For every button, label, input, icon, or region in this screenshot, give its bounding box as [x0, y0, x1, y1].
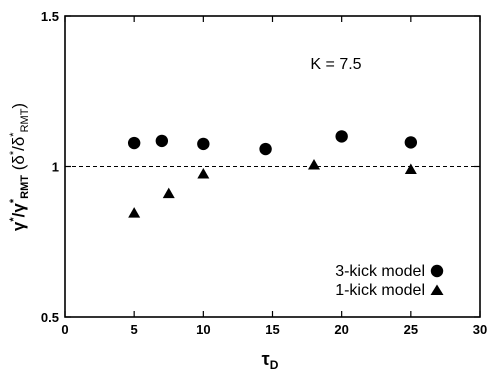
x-tick-label: 15	[265, 322, 279, 337]
ticks-layer: 0 5 10 15 20 25 30 0.5 1 1.5	[41, 9, 487, 337]
legend-label-1-kick: 1-kick model	[335, 282, 425, 299]
point-1-kick-3	[308, 158, 320, 170]
legend-label-3-kick: 3-kick model	[335, 263, 425, 280]
point-3-kick-1	[155, 134, 169, 148]
annotation-k: K = 7.5	[310, 56, 361, 73]
legend-marker-triangle	[430, 284, 444, 295]
y-label-paren-open: (	[9, 164, 28, 175]
y-label-gamma: γ	[9, 221, 28, 231]
y-label-delta-sup: *	[8, 150, 20, 155]
y-label-delta: δ	[9, 155, 28, 164]
point-1-kick-2	[197, 168, 210, 179]
y-label-gamma-rmt: γ	[9, 203, 28, 213]
x-tick-label: 0	[61, 322, 68, 337]
point-3-kick-3	[259, 142, 272, 156]
y-label-gamma-rmt-sup: *	[8, 198, 20, 203]
point-3-kick-4	[335, 130, 348, 143]
point-3-kick-5	[404, 136, 418, 149]
y-label-slash: /	[9, 212, 28, 217]
point-1-kick-0	[128, 207, 141, 218]
y-label-paren-close: )	[9, 103, 28, 109]
y-tick-label: 1	[52, 160, 59, 175]
marks-layer	[127, 130, 418, 218]
y-label-slash-2: /	[9, 146, 28, 151]
point-1-kick-4	[404, 163, 417, 175]
y-tick-label: 0.5	[41, 310, 59, 325]
x-tick-label: 5	[131, 322, 138, 337]
y-axis-label: γ*/γ*RMT (δ*/δ*RMT)	[8, 103, 31, 231]
x-axis-label: τD	[262, 349, 279, 371]
y-label-gamma-sup: *	[8, 217, 20, 222]
x-axis-label-main: τ	[262, 349, 270, 369]
x-axis-label-sub: D	[270, 358, 279, 371]
y-label-delta-rmt-sub: RMT	[19, 108, 31, 132]
y-label-delta-rmt-sup: *	[8, 132, 20, 137]
y-tick-label: 1.5	[41, 9, 59, 24]
y-label-delta-rmt: δ	[9, 137, 28, 146]
x-tick-label: 25	[404, 322, 418, 337]
y-label-gamma-rmt-sub: RMT	[19, 175, 31, 199]
x-tick-label: 20	[334, 322, 348, 337]
point-1-kick-1	[162, 187, 175, 199]
legend-marker-circle	[430, 264, 444, 278]
x-tick-label: 30	[473, 322, 487, 337]
point-3-kick-2	[197, 137, 210, 151]
legend: 3-kick model 1-kick model	[335, 263, 444, 299]
x-tick-label: 10	[196, 322, 210, 337]
point-3-kick-0	[127, 136, 141, 150]
